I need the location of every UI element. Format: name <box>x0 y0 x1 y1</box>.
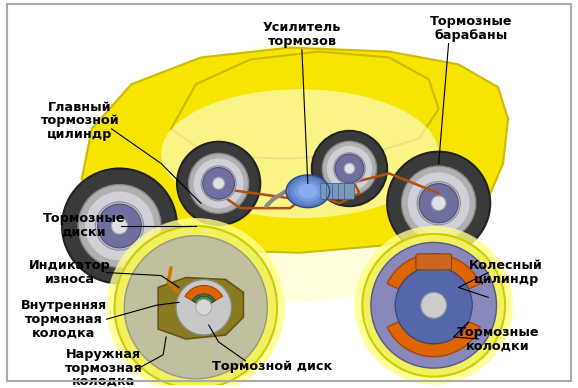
Circle shape <box>323 141 377 196</box>
Text: Тормозные: Тормозные <box>430 15 513 28</box>
Wedge shape <box>398 266 469 305</box>
Circle shape <box>431 196 446 210</box>
Text: Усилитель: Усилитель <box>262 21 341 34</box>
Polygon shape <box>82 48 508 253</box>
Text: цилиндр: цилиндр <box>473 273 539 286</box>
Circle shape <box>62 168 177 284</box>
Text: барабаны: барабаны <box>435 29 508 42</box>
Ellipse shape <box>106 45 483 302</box>
Circle shape <box>335 154 364 183</box>
Circle shape <box>106 218 285 388</box>
Wedge shape <box>197 299 211 307</box>
Text: диски: диски <box>61 225 106 239</box>
Wedge shape <box>387 305 480 357</box>
FancyBboxPatch shape <box>344 184 354 199</box>
Text: Наружная: Наружная <box>66 348 141 361</box>
Circle shape <box>176 279 232 335</box>
Text: тормозов: тормозов <box>268 35 336 48</box>
Text: тормозная: тормозная <box>65 362 143 375</box>
FancyBboxPatch shape <box>416 254 451 270</box>
Circle shape <box>196 299 212 315</box>
Text: колодки: колодки <box>466 340 530 352</box>
Circle shape <box>419 184 458 223</box>
Circle shape <box>344 163 355 174</box>
FancyBboxPatch shape <box>321 184 331 199</box>
Circle shape <box>354 226 513 385</box>
Text: тормозной: тормозной <box>40 114 119 127</box>
Circle shape <box>98 204 142 248</box>
Text: колодка: колодка <box>32 327 96 340</box>
Circle shape <box>213 178 224 189</box>
Ellipse shape <box>286 175 329 208</box>
Polygon shape <box>171 52 439 159</box>
Text: Внутренняя: Внутренняя <box>21 299 107 312</box>
Circle shape <box>312 131 387 206</box>
Circle shape <box>421 293 447 318</box>
Ellipse shape <box>294 181 322 202</box>
FancyBboxPatch shape <box>339 184 349 199</box>
Wedge shape <box>387 254 480 305</box>
Circle shape <box>203 168 235 199</box>
Circle shape <box>177 142 260 225</box>
Circle shape <box>362 234 505 377</box>
Circle shape <box>95 202 144 250</box>
Circle shape <box>124 236 268 379</box>
Text: цилиндр: цилиндр <box>47 128 113 141</box>
Wedge shape <box>192 294 216 307</box>
Circle shape <box>334 153 365 184</box>
Text: колодка: колодка <box>72 374 135 387</box>
Circle shape <box>407 172 469 234</box>
Circle shape <box>417 182 460 225</box>
FancyBboxPatch shape <box>332 184 343 199</box>
Polygon shape <box>158 277 243 339</box>
Wedge shape <box>395 267 472 344</box>
Text: Тормозные: Тормозные <box>43 211 125 225</box>
Text: Тормозные: Тормозные <box>457 326 539 339</box>
Circle shape <box>201 166 236 201</box>
Ellipse shape <box>290 178 325 205</box>
Circle shape <box>85 192 154 260</box>
Circle shape <box>194 158 243 208</box>
Circle shape <box>327 146 372 191</box>
FancyBboxPatch shape <box>327 184 336 199</box>
Circle shape <box>78 185 161 267</box>
Text: Главный: Главный <box>48 100 112 114</box>
Circle shape <box>188 153 249 213</box>
Text: тормозная: тормозная <box>25 313 103 326</box>
Circle shape <box>114 226 277 388</box>
Wedge shape <box>194 296 213 307</box>
Wedge shape <box>398 305 469 345</box>
Circle shape <box>387 152 490 255</box>
Circle shape <box>112 218 128 234</box>
Ellipse shape <box>161 89 439 218</box>
Circle shape <box>402 166 476 240</box>
Text: Индикатор: Индикатор <box>29 259 111 272</box>
Circle shape <box>371 242 497 368</box>
Ellipse shape <box>298 184 318 199</box>
Text: износа: износа <box>45 273 95 286</box>
Text: Тормозной диск: Тормозной диск <box>212 360 332 373</box>
Wedge shape <box>185 286 223 307</box>
Text: Колесный: Колесный <box>469 259 543 272</box>
